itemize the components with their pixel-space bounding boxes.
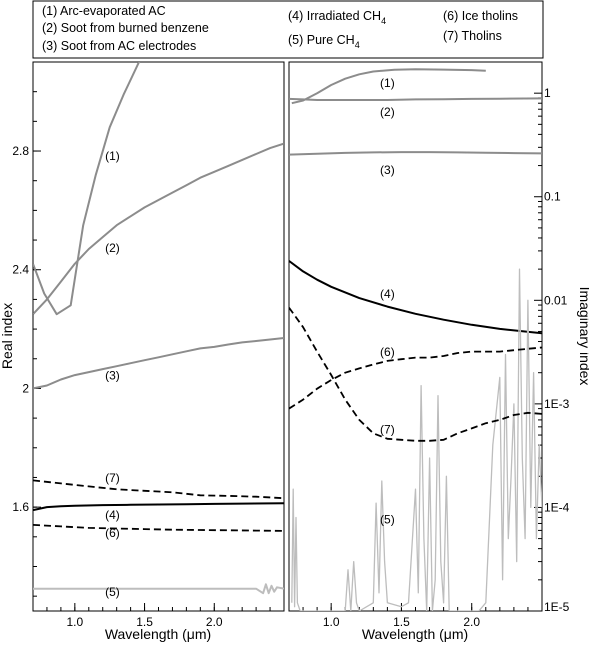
right-x-tick-label: 2.0 <box>463 615 480 629</box>
left-y-axis-label: Real index <box>0 303 15 369</box>
right-y-tick-label: 1 <box>544 86 551 100</box>
right-panel: 1.0 1.5 2.01E-51E-41E-30.010.11 (1)(2)(3)(… <box>288 61 589 642</box>
left-y-tick-label: 2.4 <box>12 263 29 277</box>
legend-entry-5-subscript: 4 <box>355 40 360 50</box>
left-x-tick-label: 1.0 <box>66 615 83 629</box>
legend-entry-6: (6) Ice tholins <box>443 9 518 23</box>
right-series-lines <box>289 68 542 611</box>
left-series-line-3 <box>33 337 284 390</box>
left-series-line-6 <box>33 524 284 532</box>
legend-entry-5-text: (5) Pure CH <box>288 33 355 47</box>
legend-entry-4-subscript: 4 <box>381 16 386 26</box>
left-y-tick-label: 1.6 <box>12 500 29 514</box>
left-x-tick-label: 1.5 <box>136 615 153 629</box>
left-ticks: 1.0 1.5 2.0 1.6 2 2.4 2.8 <box>12 61 285 629</box>
left-panel: 1.0 1.5 2.0 1.6 2 2.4 2.8 (1) (2) (3) (4) (5) (6) (7… <box>0 61 285 642</box>
right-y-axis-label: Imaginary index <box>577 287 589 386</box>
right-series-line-6 <box>289 346 542 410</box>
left-y-tick-label: 2.8 <box>12 144 29 158</box>
right-series-label-5: (5) <box>380 512 395 526</box>
right-series-label-3: (3) <box>380 163 395 177</box>
right-x-axis-label: Wavelength (μm) <box>362 626 468 642</box>
left-x-axis-label: Wavelength (μm) <box>105 626 211 642</box>
left-series-label-1: (1) <box>105 149 120 163</box>
legend-entry-1: (1) Arc-evaporated AC <box>42 4 166 18</box>
left-series-label-7: (7) <box>105 471 120 485</box>
right-x-tick-label: 1.5 <box>393 615 410 629</box>
right-plot-frame <box>288 61 543 612</box>
left-series: (1) (2) (3) (4) (5) (6) (7) <box>33 62 284 599</box>
right-series-label-6: (6) <box>380 345 395 359</box>
left-series-label-6: (6) <box>105 526 120 540</box>
legend-entry-3: (3) Soot from AC electrodes <box>42 39 196 53</box>
left-series-label-5: (5) <box>105 585 120 599</box>
right-series-label-4: (4) <box>380 287 395 301</box>
left-series-line-1 <box>33 62 141 316</box>
right-series-line-5 <box>291 268 542 611</box>
left-series-label-3: (3) <box>105 369 120 383</box>
legend-entry-2: (2) Soot from burned benzene <box>42 21 209 35</box>
right-y-tick-label: 0.1 <box>544 190 561 204</box>
right-y-tick-label: 1E-3 <box>544 397 570 411</box>
right-y-tick-label: 1E-4 <box>544 500 570 514</box>
legend-entry-4: (4) Irradiated CH4 <box>288 9 386 26</box>
right-y-tick-label: 0.01 <box>544 293 568 307</box>
right-series: (1) (2) (3) (4) (5) (6) (7) <box>289 68 542 611</box>
legend: (1) Arc-evaporated AC (2) Soot from burn… <box>42 4 518 53</box>
left-series-label-2: (2) <box>105 241 120 255</box>
right-series-line-1 <box>291 68 486 105</box>
legend-box <box>32 0 544 59</box>
left-y-tick-label: 2 <box>22 381 29 395</box>
legend-entry-7: (7) Tholins <box>443 29 502 43</box>
right-series-line-4 <box>289 260 542 335</box>
left-x-tick-label: 2.0 <box>206 615 223 629</box>
legend-entry-5: (5) Pure CH4 <box>288 33 360 50</box>
left-series-line-4 <box>33 502 284 512</box>
right-series-line-3 <box>289 151 542 156</box>
right-series-label-7: (7) <box>380 422 395 436</box>
right-series-line-2 <box>289 97 542 101</box>
right-series-line-7 <box>289 307 542 442</box>
left-series-lines <box>33 62 284 595</box>
right-series-label-2: (2) <box>380 105 395 119</box>
left-series-line-5 <box>33 583 284 595</box>
legend-entry-4-text: (4) Irradiated CH <box>288 9 381 23</box>
left-series-line-2 <box>33 142 284 315</box>
left-series-line-7 <box>33 479 284 500</box>
right-x-tick-label: 1.0 <box>323 615 340 629</box>
right-y-tick-label: 1E-5 <box>544 600 570 614</box>
right-series-label-1: (1) <box>380 76 395 90</box>
left-series-label-4: (4) <box>105 508 120 522</box>
